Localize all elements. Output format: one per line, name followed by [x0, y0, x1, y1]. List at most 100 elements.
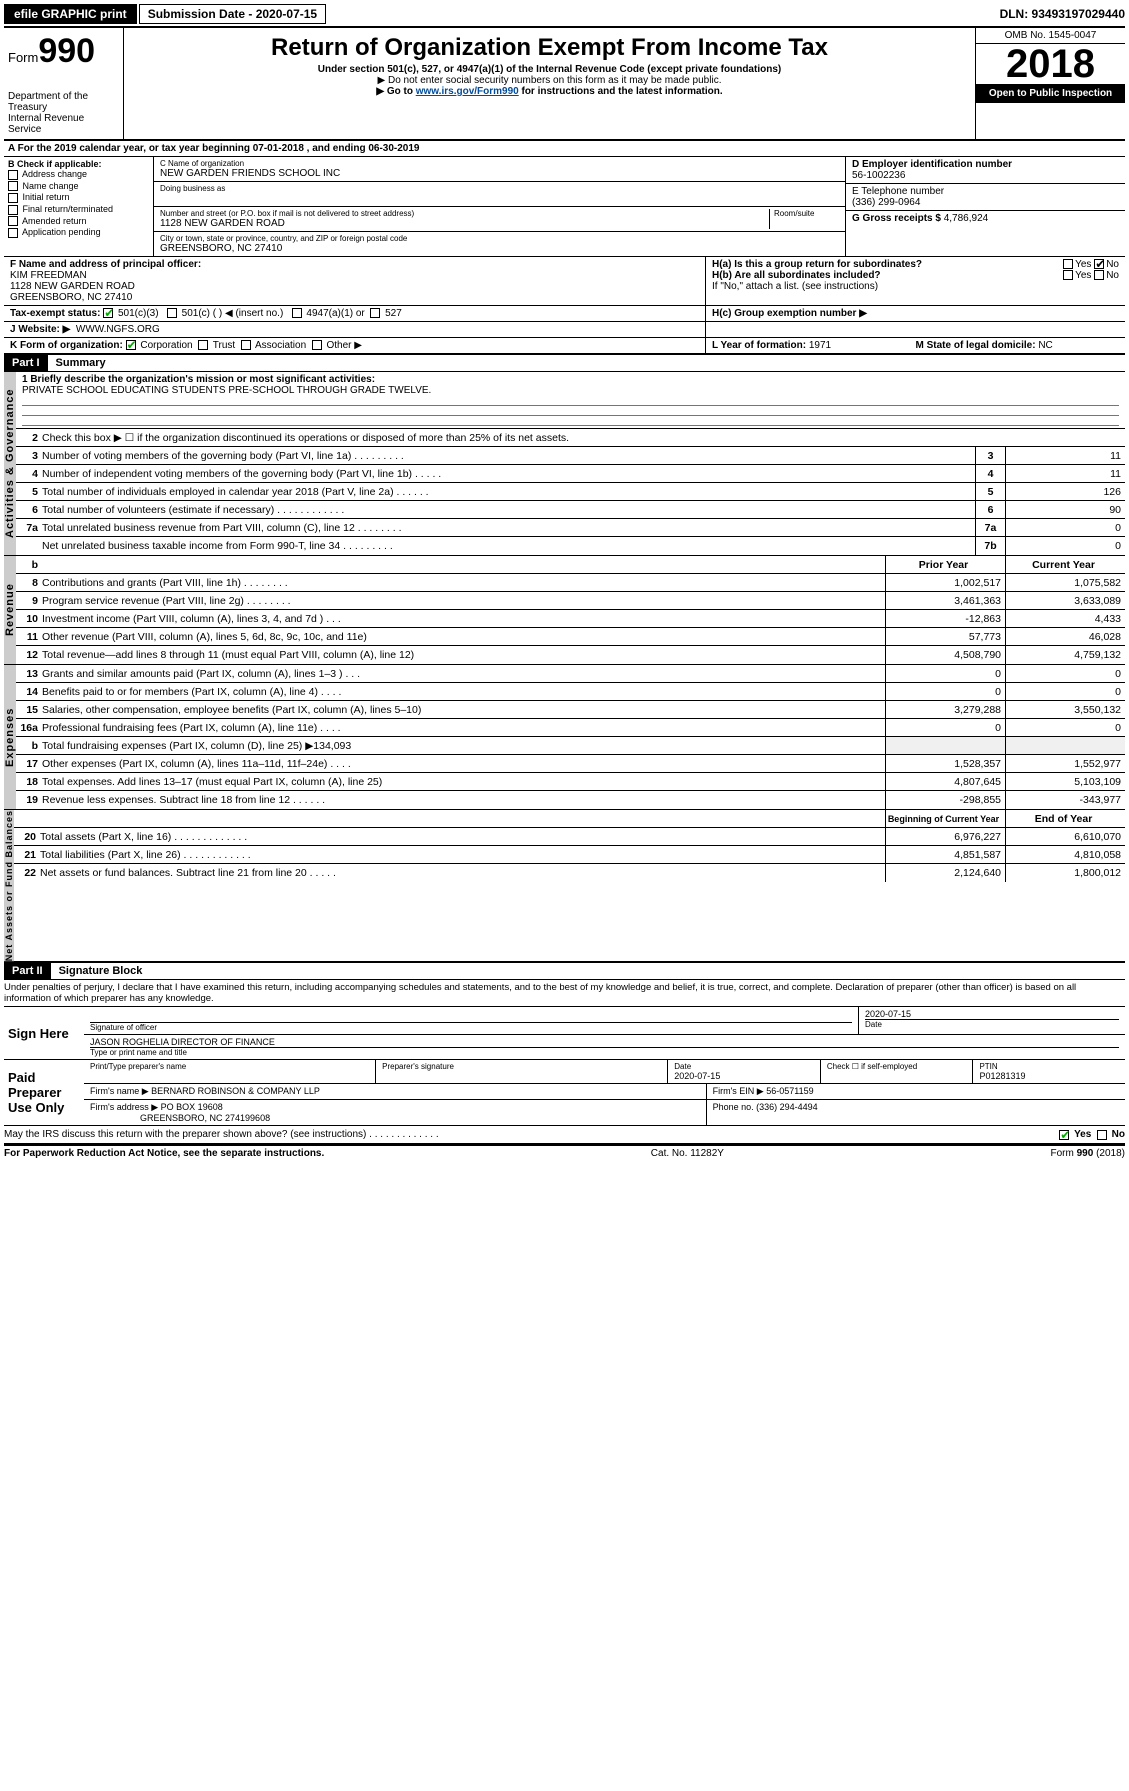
p9: 3,461,363	[885, 592, 1005, 609]
c14: 0	[1005, 683, 1125, 700]
c13: 0	[1005, 665, 1125, 682]
mission-text: PRIVATE SCHOOL EDUCATING STUDENTS PRE-SC…	[22, 385, 1119, 396]
hb-no[interactable]	[1094, 270, 1104, 280]
gross-receipts: 4,786,924	[944, 213, 989, 224]
v7a: 0	[1005, 519, 1125, 536]
efile-btn[interactable]: efile GRAPHIC print	[4, 4, 137, 24]
p18: 4,807,645	[885, 773, 1005, 790]
p19: -298,855	[885, 791, 1005, 809]
firm-phone: (336) 294-4494	[756, 1102, 818, 1112]
p15: 3,279,288	[885, 701, 1005, 718]
chk-pending[interactable]	[8, 228, 18, 238]
irs-label: Internal Revenue Service	[8, 113, 119, 135]
chk-corp[interactable]	[126, 340, 136, 350]
chk-4947[interactable]	[292, 308, 302, 318]
dln: DLN: 93493197029440	[1000, 7, 1125, 21]
note-link: ▶ Go to www.irs.gov/Form990 for instruct…	[128, 86, 971, 97]
open-public: Open to Public Inspection	[976, 84, 1125, 103]
ha-no[interactable]	[1094, 259, 1104, 269]
c12: 4,759,132	[1005, 646, 1125, 664]
hb-yes[interactable]	[1063, 270, 1073, 280]
form-number: Form990	[8, 32, 119, 71]
discuss-no[interactable]	[1097, 1130, 1107, 1140]
v6: 90	[1005, 501, 1125, 518]
part2-header: Part II Signature Block	[4, 963, 1125, 980]
paid-preparer-label: Paid Preparer Use Only	[4, 1060, 84, 1125]
box-deg: D Employer identification number 56-1002…	[845, 157, 1125, 256]
prep-date: 2020-07-15	[674, 1071, 814, 1081]
chk-address[interactable]	[8, 170, 18, 180]
chk-trust[interactable]	[198, 340, 208, 350]
chk-501c[interactable]	[167, 308, 177, 318]
chk-final[interactable]	[8, 205, 18, 215]
tab-revenue: Revenue	[4, 556, 16, 664]
phone: (336) 299-0964	[852, 197, 1119, 208]
firm-name: BERNARD ROBINSON & COMPANY LLP	[151, 1086, 320, 1096]
box-hc: H(c) Group exemption number ▶	[705, 306, 1125, 321]
paid-preparer-block: Paid Preparer Use Only Print/Type prepar…	[4, 1060, 1125, 1126]
p12: 4,508,790	[885, 646, 1005, 664]
topbar: efile GRAPHIC print Submission Date - 20…	[4, 4, 1125, 28]
box-i: Tax-exempt status: 501(c)(3) 501(c) ( ) …	[4, 306, 705, 321]
p10: -12,863	[885, 610, 1005, 627]
chk-amended[interactable]	[8, 216, 18, 226]
box-c: C Name of organization NEW GARDEN FRIEND…	[154, 157, 845, 256]
e22: 1,800,012	[1005, 864, 1125, 882]
chk-other[interactable]	[312, 340, 322, 350]
section-governance: Activities & Governance 1 Briefly descri…	[4, 372, 1125, 556]
p14: 0	[885, 683, 1005, 700]
chk-527[interactable]	[370, 308, 380, 318]
fundraising-total: 134,093	[313, 740, 351, 752]
note-ssn: ▶ Do not enter social security numbers o…	[128, 75, 971, 86]
klm-row: K Form of organization: Corporation Trus…	[4, 338, 1125, 355]
tab-governance: Activities & Governance	[4, 372, 16, 555]
org-address: 1128 NEW GARDEN ROAD	[160, 218, 769, 229]
tab-expenses: Expenses	[4, 665, 16, 809]
chk-assoc[interactable]	[241, 340, 251, 350]
c19: -343,977	[1005, 791, 1125, 809]
chk-name[interactable]	[8, 181, 18, 191]
fh-row: F Name and address of principal officer:…	[4, 257, 1125, 306]
submission-date: Submission Date - 2020-07-15	[139, 4, 326, 24]
c9: 3,633,089	[1005, 592, 1125, 609]
c16a: 0	[1005, 719, 1125, 736]
period-a: A For the 2019 calendar year, or tax yea…	[4, 141, 1125, 157]
ptin: P01281319	[979, 1071, 1119, 1081]
b20: 6,976,227	[885, 828, 1005, 845]
section-revenue: Revenue bPrior YearCurrent Year 8Contrib…	[4, 556, 1125, 665]
form-title: Return of Organization Exempt From Incom…	[128, 34, 971, 62]
b21: 4,851,587	[885, 846, 1005, 863]
chk-501c3[interactable]	[103, 308, 113, 318]
cat-no: Cat. No. 11282Y	[651, 1148, 724, 1159]
irs-link[interactable]: www.irs.gov/Form990	[416, 86, 519, 97]
firm-addr2: GREENSBORO, NC 274199608	[140, 1113, 270, 1123]
c17: 1,552,977	[1005, 755, 1125, 772]
c18: 5,103,109	[1005, 773, 1125, 790]
e20: 6,610,070	[1005, 828, 1125, 845]
form-subtitle: Under section 501(c), 527, or 4947(a)(1)…	[128, 64, 971, 75]
tab-netassets: Net Assets or Fund Balances	[4, 810, 14, 961]
form-ref: Form 990 (2018)	[1051, 1148, 1125, 1159]
e21: 4,810,058	[1005, 846, 1125, 863]
c11: 46,028	[1005, 628, 1125, 645]
year-formation: 1971	[809, 340, 831, 351]
ha-yes[interactable]	[1063, 259, 1073, 269]
section-expenses: Expenses 13Grants and similar amounts pa…	[4, 665, 1125, 810]
part1-header: Part I Summary	[4, 355, 1125, 372]
box-b: B Check if applicable: Address change Na…	[4, 157, 154, 256]
form-header: Form990 Department of the Treasury Inter…	[4, 28, 1125, 141]
dept-label: Department of the Treasury	[8, 91, 119, 113]
c8: 1,075,582	[1005, 574, 1125, 591]
ein: 56-1002236	[852, 170, 1119, 181]
pra-notice: For Paperwork Reduction Act Notice, see …	[4, 1148, 324, 1159]
footer: For Paperwork Reduction Act Notice, see …	[4, 1145, 1125, 1161]
c10: 4,433	[1005, 610, 1125, 627]
chk-initial[interactable]	[8, 193, 18, 203]
firm-ein: 56-0571159	[766, 1086, 813, 1096]
discuss-yes[interactable]	[1059, 1130, 1069, 1140]
org-name: NEW GARDEN FRIENDS SCHOOL INC	[160, 168, 839, 179]
box-h: H(a) Is this a group return for subordin…	[705, 257, 1125, 305]
website[interactable]: WWW.NGFS.ORG	[76, 324, 160, 335]
tax-year: 2018	[976, 44, 1125, 84]
entity-block: B Check if applicable: Address change Na…	[4, 157, 1125, 257]
